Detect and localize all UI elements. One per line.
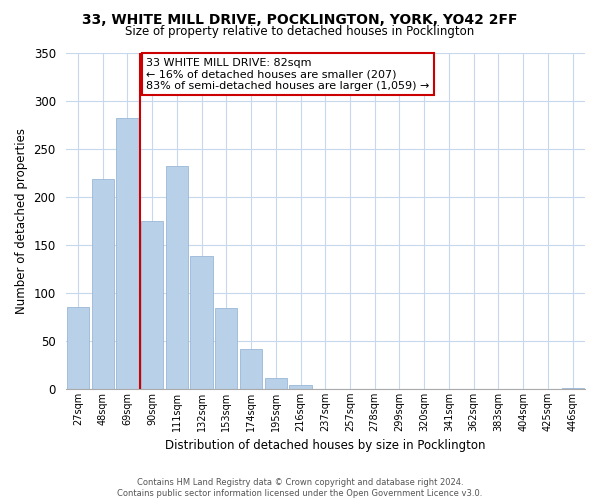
X-axis label: Distribution of detached houses by size in Pocklington: Distribution of detached houses by size …	[165, 440, 485, 452]
Bar	[562, 388, 584, 389]
Bar	[265, 378, 287, 389]
Bar	[240, 350, 262, 389]
Bar	[166, 166, 188, 389]
Bar	[215, 308, 238, 389]
Text: Contains HM Land Registry data © Crown copyright and database right 2024.
Contai: Contains HM Land Registry data © Crown c…	[118, 478, 482, 498]
Bar	[116, 118, 139, 389]
Bar	[67, 307, 89, 389]
Text: 33 WHITE MILL DRIVE: 82sqm
← 16% of detached houses are smaller (207)
83% of sem: 33 WHITE MILL DRIVE: 82sqm ← 16% of deta…	[146, 58, 430, 90]
Bar	[141, 220, 163, 389]
Y-axis label: Number of detached properties: Number of detached properties	[15, 128, 28, 314]
Text: Size of property relative to detached houses in Pocklington: Size of property relative to detached ho…	[125, 25, 475, 38]
Bar	[92, 180, 114, 389]
Bar	[190, 256, 213, 389]
Bar	[289, 385, 311, 389]
Text: 33, WHITE MILL DRIVE, POCKLINGTON, YORK, YO42 2FF: 33, WHITE MILL DRIVE, POCKLINGTON, YORK,…	[82, 12, 518, 26]
